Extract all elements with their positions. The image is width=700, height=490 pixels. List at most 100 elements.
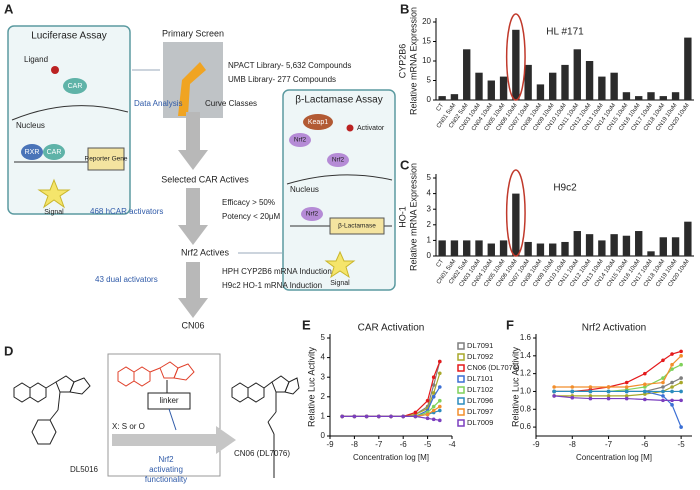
y-tick-label: 5	[427, 76, 432, 85]
compound-label: CN06 (DL7076)	[234, 449, 290, 458]
point	[588, 394, 593, 398]
bar	[499, 76, 508, 100]
chart-title: Nrf2 Activation	[582, 323, 646, 334]
point	[661, 358, 665, 363]
label: 468 hCAR activators	[90, 207, 163, 216]
label: β-Lactamase	[338, 223, 376, 230]
point	[661, 380, 665, 385]
label: linker	[159, 396, 178, 405]
signal-star	[37, 178, 71, 209]
point	[570, 395, 575, 400]
y-tick-label: 0	[427, 251, 432, 260]
legend-marker	[457, 408, 465, 416]
point	[588, 389, 593, 394]
bar	[647, 92, 655, 100]
y-tick-label: 1.0	[520, 387, 532, 396]
legend-marker	[457, 419, 465, 427]
point	[340, 414, 345, 419]
bar	[499, 240, 508, 256]
x-tick-label: -4	[448, 440, 456, 449]
label: HPH CYP2B6 mRNA Induction	[222, 267, 332, 276]
label: Keap1	[308, 119, 328, 126]
x-axis-label: Concentration log [M]	[576, 453, 652, 462]
legend-marker	[457, 397, 465, 405]
y-axis-label: Relative Luc Activity	[306, 346, 316, 427]
highlight	[505, 169, 526, 257]
x-tick-label: CT	[436, 102, 446, 112]
label: Nrf2 Actives	[181, 247, 230, 257]
bar	[622, 235, 631, 256]
x-axis-label: Concentration log [M]	[353, 453, 429, 462]
box-title: β-Lactamase Assay	[295, 95, 382, 106]
point	[431, 408, 436, 413]
point	[670, 385, 674, 389]
label: Potency < 20μM	[222, 212, 281, 221]
bar	[610, 72, 618, 100]
point	[624, 385, 629, 389]
label: Signal	[330, 280, 350, 287]
bar	[438, 96, 446, 100]
label: CN06	[181, 320, 204, 330]
compound-label: DL5016	[70, 465, 99, 474]
label: Curve Classes	[205, 99, 257, 108]
bar	[561, 64, 569, 100]
bar	[598, 76, 606, 100]
point	[431, 391, 436, 395]
bar	[671, 237, 680, 256]
nrf2-icon	[289, 133, 311, 147]
y-axis-label: Relative Luc Activity	[510, 346, 520, 427]
x-tick-label: CT	[436, 258, 446, 268]
bar	[598, 240, 606, 256]
panel-label: B	[400, 1, 409, 16]
series-line	[342, 361, 441, 417]
point	[670, 403, 674, 407]
bar	[475, 72, 483, 100]
point	[679, 398, 683, 403]
bar	[585, 234, 594, 256]
bar	[659, 96, 667, 100]
point	[670, 367, 674, 371]
point	[670, 352, 674, 356]
y-tick-label: 0	[427, 95, 432, 104]
flow-arrow	[178, 262, 208, 318]
point	[431, 375, 436, 380]
y-tick-label: 10	[422, 56, 431, 65]
y-tick-label: 3	[321, 372, 326, 381]
point	[588, 396, 593, 401]
point	[606, 389, 611, 394]
point	[670, 398, 674, 403]
legend-label: DL7102	[467, 385, 493, 394]
bar	[671, 92, 680, 100]
bar	[463, 49, 471, 100]
bar	[561, 241, 569, 256]
nrf2-icon	[327, 153, 349, 167]
point	[552, 389, 556, 394]
point	[425, 416, 430, 421]
point	[401, 414, 406, 419]
bar	[684, 221, 692, 256]
y-tick-label: 20	[422, 17, 431, 26]
legend-label: DL7092	[467, 352, 493, 361]
bar	[487, 243, 495, 256]
bar	[524, 241, 532, 256]
box-title: Luciferase Assay	[31, 31, 107, 42]
point	[438, 371, 442, 376]
car-icon	[43, 144, 65, 160]
series-line	[342, 373, 441, 417]
bar	[647, 251, 655, 256]
x-tick-label: -7	[375, 440, 383, 449]
point	[438, 408, 442, 413]
chart-title: CAR Activation	[358, 323, 425, 334]
point	[606, 385, 611, 389]
point	[431, 417, 436, 422]
y-tick-label: 5	[321, 333, 326, 342]
highlight	[505, 13, 526, 101]
point	[670, 389, 674, 394]
point	[431, 404, 436, 409]
point	[364, 414, 369, 419]
point	[438, 398, 442, 403]
legend-label: CN06 (DL7076)	[467, 363, 520, 372]
label: UMB Library- 277 Compounds	[228, 75, 336, 84]
y-tick-label: 3	[427, 204, 432, 213]
